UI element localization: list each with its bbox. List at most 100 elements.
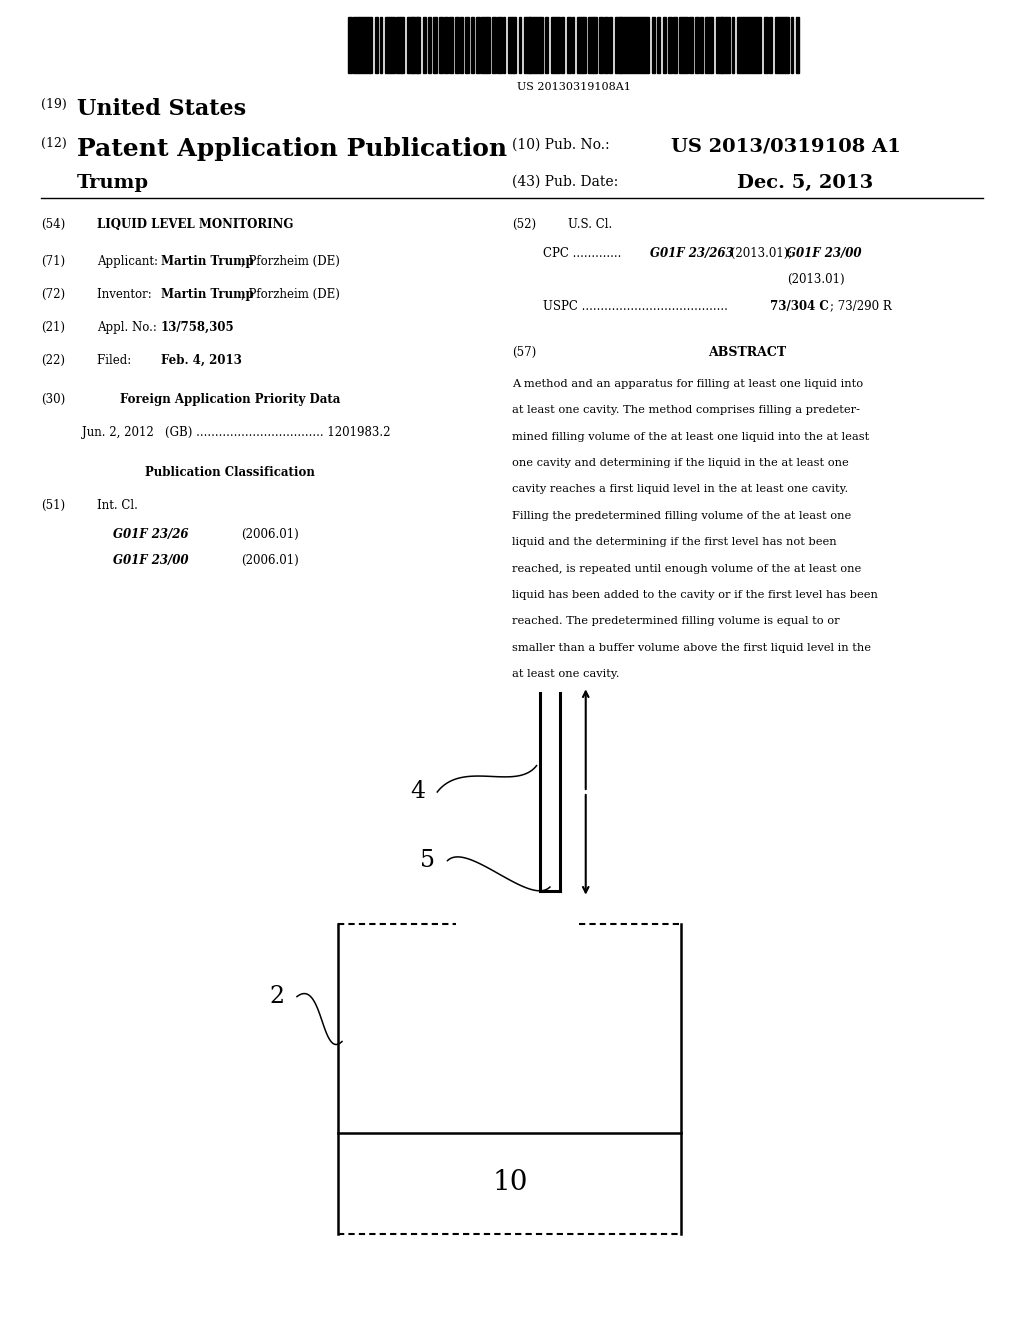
Bar	[561, 17, 564, 73]
Bar	[535, 17, 540, 73]
Text: G01F 23/26: G01F 23/26	[113, 528, 188, 541]
Bar	[365, 17, 369, 73]
Text: , Pforzheim (DE): , Pforzheim (DE)	[241, 255, 340, 268]
Text: (10) Pub. No.:: (10) Pub. No.:	[512, 137, 609, 152]
Text: U.S. Cl.: U.S. Cl.	[568, 218, 612, 231]
Text: Publication Classification: Publication Classification	[145, 466, 315, 479]
Bar	[764, 17, 768, 73]
Bar	[556, 17, 560, 73]
Text: CPC .............: CPC .............	[543, 247, 625, 260]
Text: Martin Trump: Martin Trump	[161, 288, 254, 301]
Bar	[604, 17, 608, 73]
Text: Filed:: Filed:	[97, 354, 151, 367]
Text: (57): (57)	[512, 346, 537, 359]
Text: (52): (52)	[512, 218, 537, 231]
Bar	[749, 17, 753, 73]
Bar	[668, 17, 672, 73]
Text: at least one cavity.: at least one cavity.	[512, 669, 620, 680]
Text: (2013.01): (2013.01)	[787, 273, 845, 286]
Text: smaller than a buffer volume above the first liquid level in the: smaller than a buffer volume above the f…	[512, 643, 871, 653]
Text: mined filling volume of the at least one liquid into the at least: mined filling volume of the at least one…	[512, 432, 869, 442]
Bar	[450, 17, 453, 73]
Text: Applicant:: Applicant:	[97, 255, 162, 268]
Text: Appl. No.:: Appl. No.:	[97, 321, 161, 334]
Bar	[546, 17, 548, 73]
Text: 73/304 C: 73/304 C	[766, 300, 828, 313]
Bar	[428, 17, 431, 73]
Bar	[621, 17, 626, 73]
Bar	[626, 17, 632, 73]
Text: Feb. 4, 2013: Feb. 4, 2013	[161, 354, 242, 367]
Bar	[583, 17, 586, 73]
Text: G01F 23/00: G01F 23/00	[786, 247, 862, 260]
Bar	[754, 17, 759, 73]
Bar	[700, 17, 702, 73]
Bar	[657, 17, 659, 73]
Bar	[493, 17, 497, 73]
Bar	[529, 17, 536, 73]
Bar	[380, 17, 382, 73]
Text: G01F 23/00: G01F 23/00	[113, 554, 188, 568]
Text: (2013.01);: (2013.01);	[727, 247, 797, 260]
Bar	[652, 17, 655, 73]
Text: liquid has been added to the cavity or if the first level has been: liquid has been added to the cavity or i…	[512, 590, 878, 601]
Text: 5: 5	[420, 849, 435, 873]
Bar	[481, 17, 486, 73]
Bar	[647, 17, 649, 73]
Text: Dec. 5, 2013: Dec. 5, 2013	[737, 174, 873, 193]
Text: 2: 2	[269, 985, 285, 1008]
Text: cavity reaches a first liquid level in the at least one cavity.: cavity reaches a first liquid level in t…	[512, 484, 848, 495]
Bar	[433, 17, 437, 73]
Bar	[498, 17, 502, 73]
Text: USPC .......................................: USPC ...................................…	[543, 300, 728, 313]
Bar	[455, 17, 460, 73]
Bar	[572, 17, 574, 73]
Text: one cavity and determining if the liquid in the at least one: one cavity and determining if the liquid…	[512, 458, 849, 469]
Bar	[358, 17, 364, 73]
Text: 13/758,305: 13/758,305	[161, 321, 234, 334]
Text: Foreign Application Priority Data: Foreign Application Priority Data	[120, 393, 341, 407]
Bar	[508, 17, 513, 73]
Text: ; 73/290 R: ; 73/290 R	[830, 300, 892, 313]
Bar	[486, 17, 489, 73]
Bar	[588, 17, 593, 73]
Text: reached. The predetermined filling volume is equal to or: reached. The predetermined filling volum…	[512, 616, 840, 627]
Text: US 2013/0319108 A1: US 2013/0319108 A1	[671, 137, 900, 156]
Text: 4: 4	[410, 780, 425, 804]
Text: (2006.01): (2006.01)	[241, 554, 298, 568]
Text: (71): (71)	[41, 255, 66, 268]
Bar	[348, 17, 351, 73]
Bar	[769, 17, 772, 73]
Bar	[711, 17, 713, 73]
Bar	[519, 17, 521, 73]
Bar	[706, 17, 711, 73]
Bar	[375, 17, 378, 73]
Bar	[391, 17, 395, 73]
Bar	[370, 17, 372, 73]
Bar	[631, 17, 637, 73]
Text: ABSTRACT: ABSTRACT	[709, 346, 786, 359]
Text: G01F 23/263: G01F 23/263	[650, 247, 734, 260]
Bar	[641, 17, 647, 73]
Bar	[689, 17, 692, 73]
Bar	[407, 17, 413, 73]
Text: United States: United States	[77, 98, 246, 120]
Text: (12): (12)	[41, 137, 67, 150]
Text: LIQUID LEVEL MONITORING: LIQUID LEVEL MONITORING	[97, 218, 294, 231]
Bar	[796, 17, 800, 73]
Bar	[439, 17, 443, 73]
Bar	[466, 17, 469, 73]
Bar	[716, 17, 722, 73]
Bar	[721, 17, 727, 73]
Text: (43) Pub. Date:: (43) Pub. Date:	[512, 174, 618, 189]
Bar	[423, 17, 426, 73]
Bar	[513, 17, 516, 73]
Bar	[663, 17, 667, 73]
Bar	[732, 17, 734, 73]
Text: at least one cavity. The method comprises filling a predeter-: at least one cavity. The method comprise…	[512, 405, 860, 416]
Bar	[636, 17, 641, 73]
Bar	[679, 17, 684, 73]
Text: US 20130319108A1: US 20130319108A1	[516, 82, 631, 92]
Bar	[353, 17, 359, 73]
Text: Martin Trump: Martin Trump	[161, 255, 254, 268]
